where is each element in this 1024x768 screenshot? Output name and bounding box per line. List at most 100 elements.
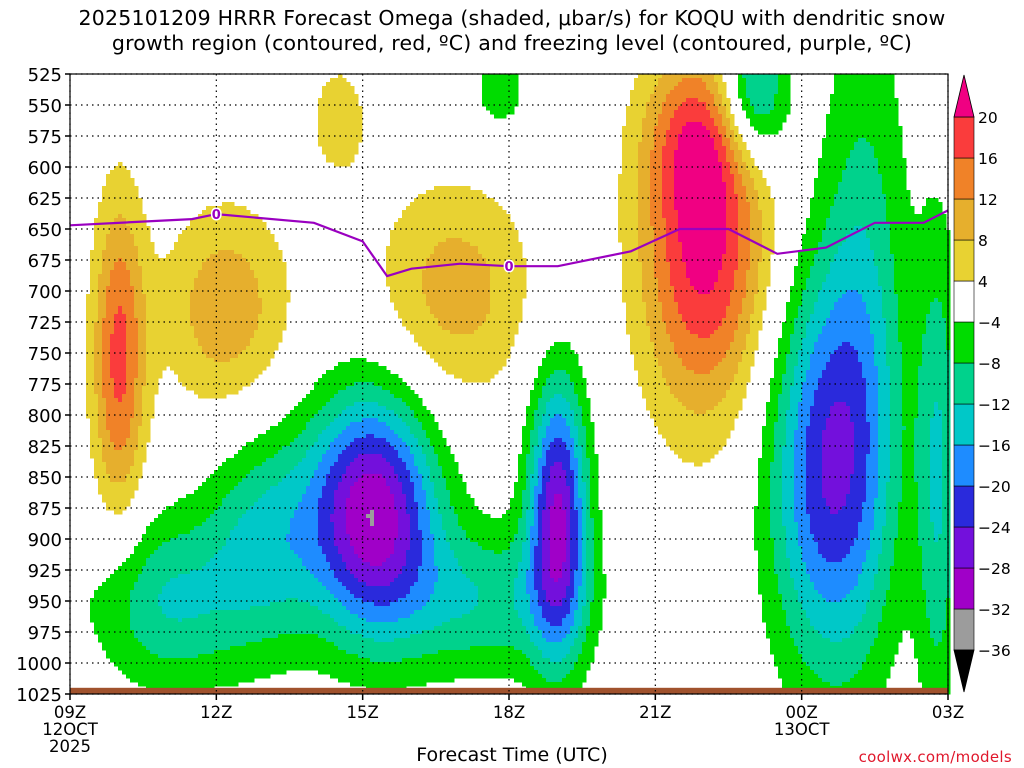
omega-cell — [110, 462, 115, 467]
omega-cell — [138, 598, 143, 603]
omega-cell — [90, 250, 95, 255]
omega-cell — [126, 602, 131, 607]
omega-cell — [138, 650, 143, 655]
omega-cell — [118, 490, 123, 495]
omega-cell — [146, 638, 151, 643]
omega-cell — [106, 322, 111, 327]
omega-cell — [114, 446, 119, 451]
omega-cell — [110, 474, 115, 479]
omega-cell — [90, 454, 95, 459]
omega-cell — [110, 190, 115, 195]
omega-cell — [158, 534, 163, 539]
omega-cell — [122, 642, 127, 647]
omega-cell — [106, 278, 111, 283]
omega-cell — [118, 350, 123, 355]
omega-cell — [102, 298, 107, 303]
omega-cell — [126, 586, 131, 591]
omega-cell — [142, 286, 147, 291]
omega-cell — [86, 374, 91, 379]
omega-cell — [122, 634, 127, 639]
omega-cell — [122, 410, 127, 415]
omega-cell — [114, 430, 119, 435]
omega-cell — [90, 350, 95, 355]
omega-cell — [102, 598, 107, 603]
omega-cell — [102, 458, 107, 463]
omega-cell — [106, 182, 111, 187]
omega-cell — [102, 210, 107, 215]
omega-cell — [126, 562, 131, 567]
omega-cell — [98, 378, 103, 383]
omega-cell — [130, 202, 135, 207]
omega-cell — [126, 486, 131, 491]
omega-cell — [122, 174, 127, 179]
omega-cell — [122, 454, 127, 459]
omega-cell — [138, 354, 143, 359]
omega-cell — [130, 274, 135, 279]
omega-cell — [114, 250, 119, 255]
omega-cell — [122, 658, 127, 663]
omega-cell — [94, 458, 99, 463]
omega-cell — [90, 374, 95, 379]
omega-cell — [114, 658, 119, 663]
omega-cell — [138, 406, 143, 411]
omega-cell — [146, 426, 151, 431]
omega-cell — [142, 338, 147, 343]
omega-cell — [158, 310, 163, 315]
omega-cell — [94, 618, 99, 623]
omega-cell — [146, 370, 151, 375]
omega-cell — [142, 262, 147, 267]
omega-cell — [86, 390, 91, 395]
omega-cell — [94, 262, 99, 267]
omega-cell — [122, 614, 127, 619]
omega-cell — [138, 350, 143, 355]
omega-cell — [154, 566, 159, 571]
omega-cell — [154, 266, 159, 271]
omega-cell — [118, 310, 123, 315]
omega-cell — [154, 362, 159, 367]
omega-cell — [126, 338, 131, 343]
omega-cell — [122, 650, 127, 655]
omega-cell — [102, 390, 107, 395]
omega-cell — [126, 178, 131, 183]
omega-cell — [106, 454, 111, 459]
omega-cell — [90, 346, 95, 351]
omega-cell — [102, 490, 107, 495]
omega-cell — [158, 586, 163, 591]
omega-cell — [118, 422, 123, 427]
omega-cell — [150, 242, 155, 247]
omega-cell — [106, 446, 111, 451]
omega-cell — [102, 622, 107, 627]
omega-cell — [94, 454, 99, 459]
omega-cell — [150, 406, 155, 411]
omega-cell — [126, 278, 131, 283]
omega-cell — [134, 306, 139, 311]
omega-cell — [138, 554, 143, 559]
omega-cell — [94, 242, 99, 247]
omega-cell — [126, 650, 131, 655]
omega-cell — [130, 438, 135, 443]
omega-cell — [110, 294, 115, 299]
omega-cell — [110, 286, 115, 291]
omega-cell — [154, 646, 159, 651]
omega-cell — [90, 302, 95, 307]
omega-cell — [94, 422, 99, 427]
omega-cell — [114, 486, 119, 491]
omega-cell — [146, 266, 151, 271]
omega-cell — [150, 622, 155, 627]
omega-cell — [150, 394, 155, 399]
omega-cell — [98, 330, 103, 335]
omega-cell — [90, 366, 95, 371]
omega-cell — [110, 390, 115, 395]
omega-cell — [106, 486, 111, 491]
omega-cell — [110, 382, 115, 387]
omega-cell — [102, 282, 107, 287]
omega-cell — [146, 346, 151, 351]
omega-cell — [142, 310, 147, 315]
omega-cell — [150, 294, 155, 299]
omega-cell — [98, 230, 103, 235]
omega-cell — [114, 246, 119, 251]
omega-cell — [154, 302, 159, 307]
omega-cell — [154, 294, 159, 299]
omega-cell — [106, 350, 111, 355]
omega-cell — [90, 270, 95, 275]
